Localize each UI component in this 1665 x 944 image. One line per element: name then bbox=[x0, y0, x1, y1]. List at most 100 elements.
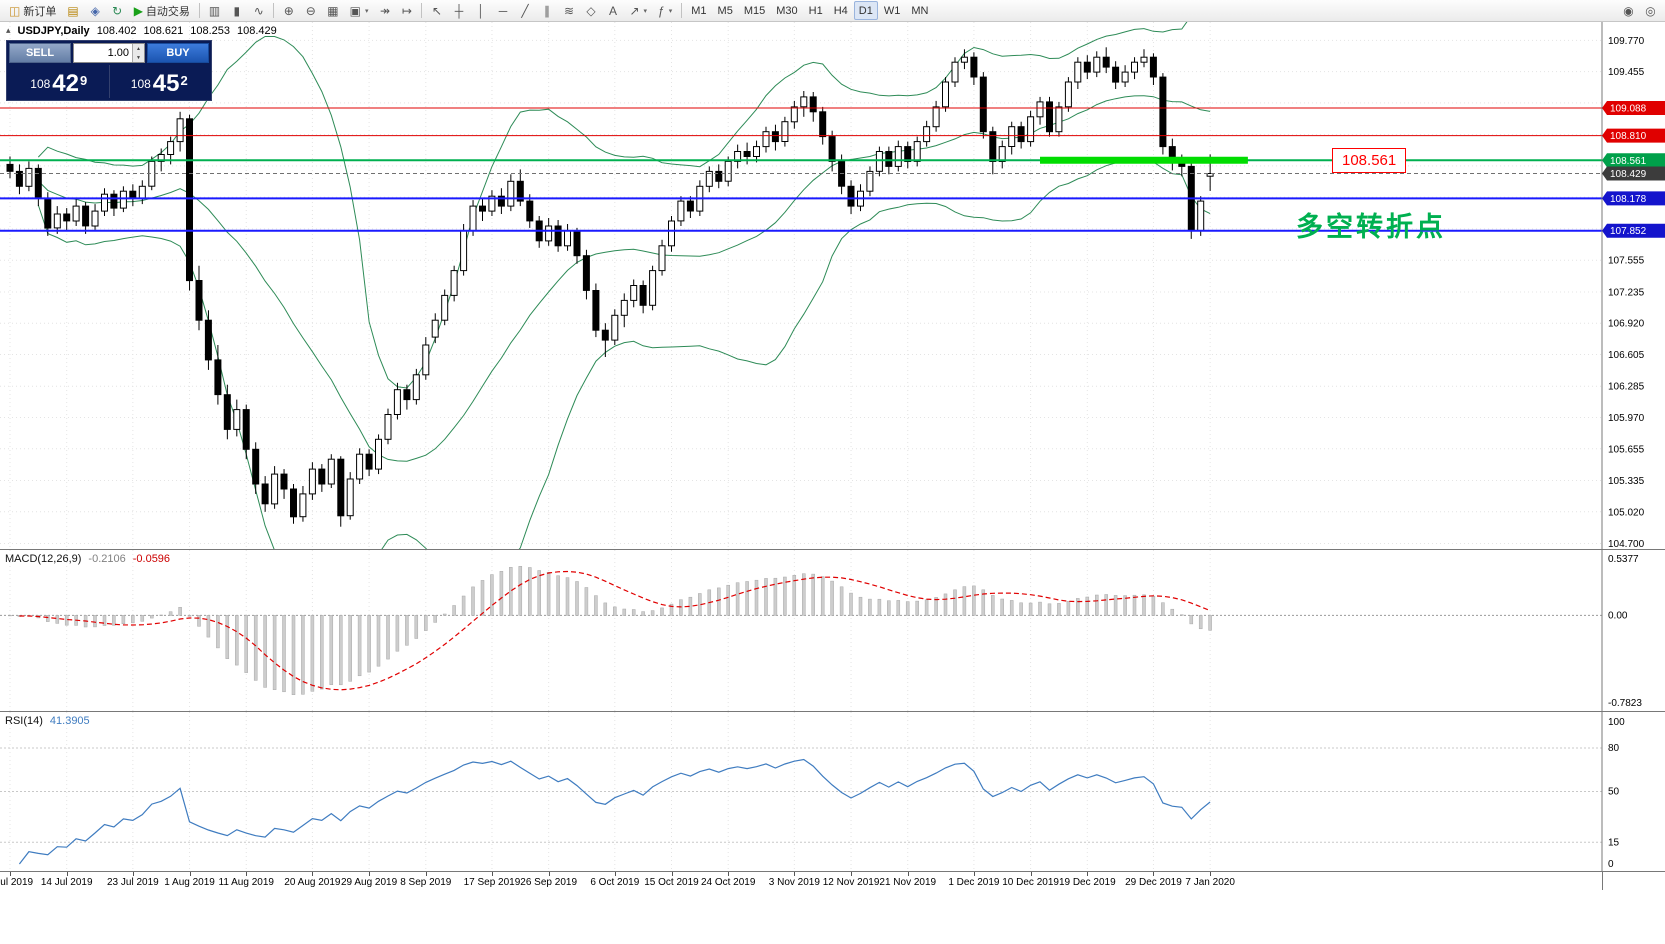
volume-increase-button[interactable]: ▲ bbox=[133, 44, 144, 53]
trendline-button[interactable]: ╱ bbox=[514, 1, 535, 20]
ask-base: 108 bbox=[130, 77, 151, 92]
timeframe-W1[interactable]: W1 bbox=[879, 1, 906, 20]
channel-button[interactable]: ∥ bbox=[536, 1, 557, 20]
timeframe-M5[interactable]: M5 bbox=[713, 1, 738, 20]
pivot-point-note[interactable]: 多空转折点 bbox=[1296, 212, 1446, 243]
macd-pane[interactable]: 0.5377 0.00 -0.7823 MACD(12,26,9) -0.2106 … bbox=[0, 549, 1665, 711]
timeframe-H4-label: H4 bbox=[833, 4, 848, 17]
navigator-button[interactable]: ◈ bbox=[85, 1, 106, 20]
timeframe-H1-label: H1 bbox=[808, 4, 823, 17]
search-icon: ◎ bbox=[1645, 3, 1656, 18]
refresh-button[interactable]: ↻ bbox=[107, 1, 128, 20]
timeframe-MN-label: MN bbox=[911, 4, 929, 17]
current-price-line-tag bbox=[1602, 166, 1665, 181]
macd-canvas[interactable]: 0.5377 0.00 -0.7823 bbox=[0, 550, 1665, 711]
time-tick bbox=[548, 872, 550, 876]
macd-scale-label: 0.00 bbox=[1608, 610, 1628, 621]
volume-value[interactable]: 1.00 bbox=[107, 47, 129, 59]
arrows-button[interactable]: ↗ ▾ bbox=[624, 1, 652, 20]
axis-scale-separator bbox=[1602, 872, 1603, 890]
search-symbol-button[interactable]: ◉ bbox=[1618, 1, 1639, 20]
candlestick-chart-icon: ▮ bbox=[233, 3, 241, 18]
support-line-107852-tag bbox=[1602, 223, 1665, 238]
macd-scale: 0.5377 0.00 -0.7823 bbox=[1601, 550, 1642, 711]
time-tick bbox=[189, 872, 191, 876]
bid-price-button[interactable]: 108 42 9 bbox=[9, 65, 109, 98]
market-watch-button[interactable]: ▤ bbox=[62, 1, 83, 20]
timeframe-D1[interactable]: D1 bbox=[853, 1, 878, 20]
rsi-scale-label: 0 bbox=[1608, 859, 1614, 870]
timeframe-H4[interactable]: H4 bbox=[829, 1, 853, 20]
time-axis-label: 20 Aug 2019 bbox=[284, 877, 341, 888]
vertical-line-button[interactable]: │ bbox=[470, 1, 491, 20]
crosshair-button[interactable]: ┼ bbox=[448, 1, 469, 20]
time-axis-label: 7 Jan 2020 bbox=[1185, 877, 1235, 888]
auto-scroll-button[interactable]: ↠ bbox=[374, 1, 395, 20]
time-tick bbox=[1030, 872, 1032, 876]
ask-price-button[interactable]: 108 45 2 bbox=[110, 65, 210, 98]
chart-shift-icon: ↦ bbox=[401, 3, 412, 18]
candlestick-chart-button[interactable]: ▮ bbox=[226, 1, 247, 20]
indicators-icon: ƒ bbox=[658, 3, 665, 18]
macd-signal-value: -0.0596 bbox=[132, 553, 171, 565]
price-chart-canvas[interactable]: 109.770 109.455 107.555 107.235 106.920 106.6… bbox=[0, 22, 1665, 549]
indicators-button[interactable]: ƒ ▾ bbox=[653, 1, 677, 20]
rsi-scale: 100 80 50 15 0 bbox=[1601, 712, 1625, 871]
price-chart-pane[interactable]: 109.770 109.455 107.555 107.235 106.920 106.6… bbox=[0, 22, 1665, 549]
new-chart-icon: ▣ bbox=[349, 3, 361, 18]
volume-decrease-button[interactable]: ▼ bbox=[133, 53, 144, 62]
time-tick bbox=[66, 872, 68, 876]
time-tick bbox=[851, 872, 853, 876]
new-order-button[interactable]: ◫ 新订单 bbox=[4, 1, 61, 20]
ask-pips: 45 bbox=[152, 70, 180, 97]
buy-button[interactable]: BUY bbox=[147, 43, 209, 63]
volume-field[interactable]: 1.00 ▲ ▼ bbox=[73, 43, 145, 63]
cursor-button[interactable]: ↖ bbox=[426, 1, 447, 20]
horizontal-line-button[interactable]: ─ bbox=[492, 1, 513, 20]
new-chart-button[interactable]: ▣ ▾ bbox=[345, 1, 374, 20]
open-value: 108.402 bbox=[96, 25, 137, 37]
price-scale-label: 107.235 bbox=[1608, 288, 1645, 299]
timeframe-M1[interactable]: M1 bbox=[686, 1, 711, 20]
macd-histogram bbox=[8, 566, 1212, 695]
rsi-scale-label: 50 bbox=[1608, 787, 1620, 798]
macd-header: MACD(12,26,9) -0.2106 -0.0596 bbox=[5, 553, 170, 565]
text-button[interactable]: A bbox=[602, 1, 623, 20]
symbol-title: USDJPY,Daily bbox=[17, 25, 90, 37]
timeframe-M30[interactable]: M30 bbox=[771, 1, 802, 20]
timeframe-H1[interactable]: H1 bbox=[804, 1, 828, 20]
sell-button[interactable]: SELL bbox=[9, 43, 71, 63]
time-tick bbox=[728, 872, 730, 876]
bid-base: 108 bbox=[30, 77, 51, 92]
price-scale-label: 105.970 bbox=[1608, 413, 1645, 424]
price-scale-label: 105.335 bbox=[1608, 476, 1645, 487]
chart-shift-button[interactable]: ↦ bbox=[396, 1, 417, 20]
vertical-gridlines bbox=[9, 550, 1211, 711]
autotrading-button[interactable]: ▶ 自动交易 bbox=[129, 1, 195, 20]
time-axis[interactable]: 4 Jul 2019 14 Jul 2019 23 Jul 2019 1 Aug 20… bbox=[0, 871, 1665, 890]
zoom-out-button[interactable]: ⊖ bbox=[300, 1, 321, 20]
timeframe-M15[interactable]: M15 bbox=[739, 1, 770, 20]
new-order-icon: ◫ bbox=[9, 3, 21, 18]
search-button[interactable]: ◎ bbox=[1640, 1, 1661, 20]
time-tick bbox=[369, 872, 371, 876]
shapes-icon: ◇ bbox=[586, 3, 596, 18]
time-axis-label: 21 Nov 2019 bbox=[879, 877, 937, 888]
timeframe-MN[interactable]: MN bbox=[906, 1, 933, 20]
fibonacci-button[interactable]: ≋ bbox=[558, 1, 579, 20]
time-tick bbox=[312, 872, 314, 876]
zoom-in-button[interactable]: ⊕ bbox=[278, 1, 299, 20]
shapes-button[interactable]: ◇ bbox=[580, 1, 601, 20]
time-tick bbox=[794, 872, 796, 876]
price-scale-label: 105.020 bbox=[1608, 507, 1645, 518]
line-chart-button[interactable]: ∿ bbox=[248, 1, 269, 20]
fibonacci-icon: ≋ bbox=[563, 3, 574, 18]
bar-chart-button[interactable]: ▥ bbox=[204, 1, 225, 20]
tile-windows-button[interactable]: ▦ bbox=[322, 1, 343, 20]
price-callout-label[interactable]: 108.561 bbox=[1332, 148, 1407, 174]
time-axis-label: 23 Jul 2019 bbox=[106, 877, 159, 888]
rsi-canvas[interactable]: 100 80 50 15 0 bbox=[0, 712, 1665, 871]
rsi-pane[interactable]: 100 80 50 15 0 RSI(14) 41.3905 bbox=[0, 711, 1665, 871]
price-scale-label: 106.285 bbox=[1608, 382, 1645, 393]
macd-label: MACD(12,26,9) bbox=[5, 553, 82, 565]
